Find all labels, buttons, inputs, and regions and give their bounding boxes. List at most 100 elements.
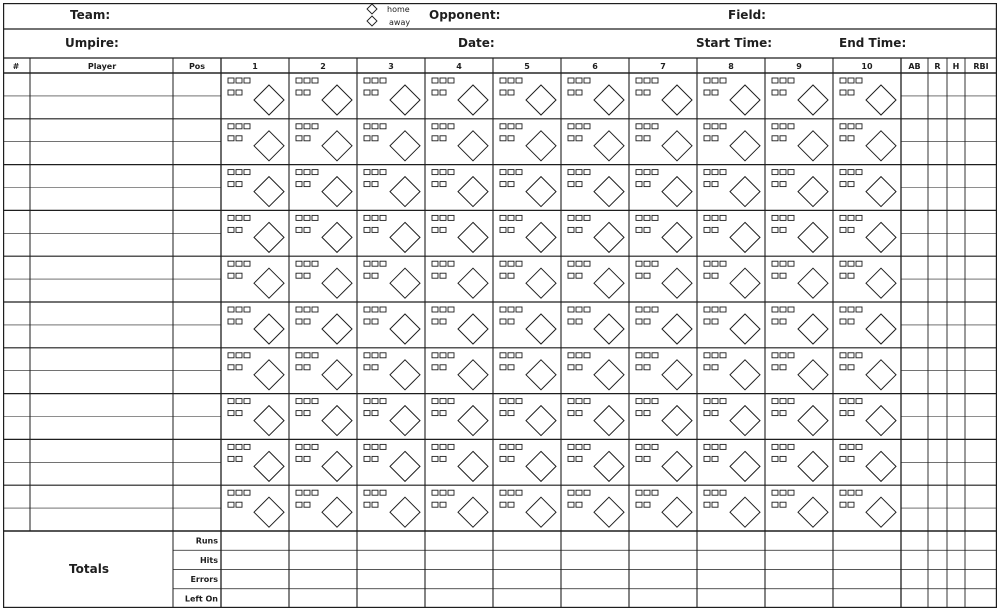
at-bat-cell[interactable]: [635, 306, 693, 345]
ball-box[interactable]: [779, 260, 787, 267]
strike-box[interactable]: [635, 318, 643, 325]
ball-box[interactable]: [635, 306, 643, 313]
ball-box[interactable]: [719, 123, 727, 130]
strike-box[interactable]: [839, 226, 847, 233]
strike-box[interactable]: [499, 135, 507, 142]
strike-box[interactable]: [575, 272, 583, 279]
diamond-icon[interactable]: [865, 130, 897, 162]
ball-box[interactable]: [771, 77, 779, 84]
ball-box[interactable]: [771, 352, 779, 359]
strike-box[interactable]: [575, 501, 583, 508]
ball-box[interactable]: [719, 443, 727, 450]
at-bat-cell[interactable]: [295, 77, 353, 116]
diamond-icon[interactable]: [729, 313, 761, 345]
at-bat-cell[interactable]: [635, 123, 693, 162]
date-field[interactable]: [495, 33, 685, 55]
ball-box[interactable]: [711, 306, 719, 313]
diamond-icon[interactable]: [593, 450, 625, 483]
ball-box[interactable]: [371, 260, 379, 267]
strike-box[interactable]: [779, 89, 787, 96]
ball-box[interactable]: [363, 260, 371, 267]
ball-box[interactable]: [711, 123, 719, 130]
diamond-icon[interactable]: [797, 404, 829, 437]
strike-box[interactable]: [847, 226, 855, 233]
ball-box[interactable]: [379, 169, 387, 176]
ball-box[interactable]: [363, 77, 371, 84]
ball-box[interactable]: [235, 443, 243, 450]
diamond-icon[interactable]: [389, 84, 421, 116]
ball-box[interactable]: [839, 169, 847, 176]
at-bat-cell[interactable]: [431, 169, 489, 208]
diamond-icon[interactable]: [593, 175, 625, 208]
strike-box[interactable]: [635, 135, 643, 142]
strike-box[interactable]: [371, 318, 379, 325]
strike-box[interactable]: [371, 135, 379, 142]
ball-box[interactable]: [243, 123, 251, 130]
ball-box[interactable]: [295, 306, 303, 313]
diamond-icon[interactable]: [661, 175, 693, 208]
ball-box[interactable]: [363, 306, 371, 313]
ball-box[interactable]: [771, 123, 779, 130]
ball-box[interactable]: [711, 398, 719, 405]
strike-box[interactable]: [711, 501, 719, 508]
at-bat-cell[interactable]: [703, 260, 761, 299]
ball-box[interactable]: [643, 123, 651, 130]
strike-box[interactable]: [499, 410, 507, 417]
at-bat-cell[interactable]: [227, 443, 285, 483]
ball-box[interactable]: [295, 77, 303, 84]
diamond-icon[interactable]: [729, 450, 761, 483]
strike-box[interactable]: [235, 364, 243, 371]
at-bat-cell[interactable]: [567, 306, 625, 345]
diamond-icon[interactable]: [321, 130, 353, 162]
ball-box[interactable]: [431, 123, 439, 130]
strike-box[interactable]: [771, 410, 779, 417]
diamond-icon[interactable]: [797, 267, 829, 299]
strike-box[interactable]: [643, 181, 651, 188]
at-bat-cell[interactable]: [703, 443, 761, 483]
ball-box[interactable]: [787, 169, 795, 176]
diamond-icon[interactable]: [389, 313, 421, 345]
ball-box[interactable]: [719, 169, 727, 176]
strike-box[interactable]: [847, 272, 855, 279]
strike-box[interactable]: [499, 226, 507, 233]
ball-box[interactable]: [235, 489, 243, 496]
strike-box[interactable]: [779, 501, 787, 508]
strike-box[interactable]: [839, 135, 847, 142]
diamond-icon[interactable]: [525, 404, 557, 437]
ball-box[interactable]: [583, 306, 591, 313]
ball-box[interactable]: [235, 214, 243, 221]
ball-box[interactable]: [235, 306, 243, 313]
diamond-icon[interactable]: [253, 175, 285, 208]
strike-box[interactable]: [227, 410, 235, 417]
strike-box[interactable]: [703, 455, 711, 462]
ball-box[interactable]: [719, 398, 727, 405]
diamond-icon[interactable]: [321, 313, 353, 345]
diamond-icon[interactable]: [457, 496, 489, 528]
ball-box[interactable]: [303, 169, 311, 176]
diamond-icon[interactable]: [797, 84, 829, 116]
diamond-icon[interactable]: [525, 84, 557, 116]
ball-box[interactable]: [499, 443, 507, 450]
ball-box[interactable]: [515, 306, 523, 313]
ball-box[interactable]: [855, 123, 863, 130]
ball-box[interactable]: [651, 443, 659, 450]
ball-box[interactable]: [227, 306, 235, 313]
ball-box[interactable]: [499, 398, 507, 405]
ball-box[interactable]: [303, 306, 311, 313]
ball-box[interactable]: [787, 214, 795, 221]
at-bat-cell[interactable]: [363, 77, 421, 116]
strike-box[interactable]: [643, 135, 651, 142]
diamond-icon[interactable]: [865, 496, 897, 528]
strike-box[interactable]: [711, 181, 719, 188]
diamond-icon[interactable]: [797, 450, 829, 483]
at-bat-cell[interactable]: [363, 123, 421, 162]
at-bat-cell[interactable]: [839, 214, 897, 254]
diamond-icon[interactable]: [661, 221, 693, 254]
at-bat-cell[interactable]: [771, 169, 829, 208]
ball-box[interactable]: [379, 443, 387, 450]
strike-box[interactable]: [507, 410, 515, 417]
at-bat-cell[interactable]: [499, 123, 557, 162]
ball-box[interactable]: [583, 352, 591, 359]
ball-box[interactable]: [839, 398, 847, 405]
strike-box[interactable]: [235, 318, 243, 325]
